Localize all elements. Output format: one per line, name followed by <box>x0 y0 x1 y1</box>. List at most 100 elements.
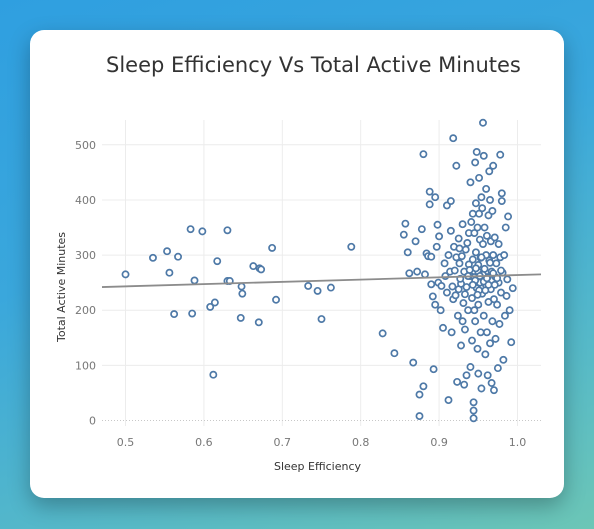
data-point <box>501 223 510 232</box>
data-point <box>409 358 418 367</box>
data-point <box>488 317 497 326</box>
data-point <box>467 218 476 226</box>
data-point <box>347 242 356 251</box>
data-point <box>469 414 478 423</box>
data-point <box>461 245 470 254</box>
data-point <box>223 226 232 235</box>
data-point <box>401 219 410 228</box>
data-point <box>411 237 420 246</box>
data-point <box>454 234 463 243</box>
data-point <box>463 239 472 247</box>
data-point <box>497 189 506 198</box>
data-point <box>210 298 219 307</box>
data-point <box>415 412 424 421</box>
data-point <box>470 306 479 315</box>
data-point <box>149 253 157 262</box>
data-point <box>469 398 478 407</box>
data-point <box>174 252 182 261</box>
data-point <box>490 295 498 304</box>
data-point <box>317 315 326 323</box>
data-point <box>462 371 471 380</box>
data-point <box>238 289 247 298</box>
data-point <box>431 193 440 202</box>
y-tick-label: 400 <box>75 194 96 207</box>
data-point <box>474 300 483 309</box>
data-point <box>432 242 441 251</box>
data-point <box>458 220 467 229</box>
data-point <box>457 341 465 350</box>
y-tick-label: 500 <box>75 139 96 152</box>
data-point <box>459 299 468 307</box>
data-point <box>170 310 179 319</box>
data-point <box>415 390 424 399</box>
data-point <box>477 253 486 262</box>
data-point <box>482 184 491 193</box>
data-point <box>435 232 444 241</box>
data-point <box>428 292 437 301</box>
data-point <box>190 276 199 285</box>
data-point <box>198 227 207 236</box>
data-point <box>486 258 494 267</box>
data-point <box>462 283 471 292</box>
data-point <box>213 257 222 266</box>
data-point <box>478 204 487 213</box>
data-point <box>186 225 195 234</box>
data-point <box>436 306 445 315</box>
data-point <box>326 283 335 292</box>
data-point <box>497 288 505 297</box>
data-point <box>446 226 455 235</box>
data-point <box>206 302 215 311</box>
data-point <box>475 173 484 182</box>
data-point <box>485 167 494 176</box>
data-point <box>495 320 504 328</box>
data-point <box>455 244 464 253</box>
data-point <box>304 282 313 290</box>
data-point <box>209 370 218 379</box>
data-point <box>489 161 498 170</box>
data-point <box>427 280 436 289</box>
data-point <box>508 284 517 293</box>
data-point <box>466 178 475 187</box>
data-point <box>433 220 442 229</box>
data-point <box>488 207 497 215</box>
x-tick-label: 0.6 <box>195 436 213 449</box>
data-point <box>237 282 246 291</box>
data-point <box>449 134 458 143</box>
y-tick-label: 300 <box>75 249 96 262</box>
data-point <box>457 252 466 261</box>
data-point <box>469 406 478 415</box>
data-point <box>468 336 476 345</box>
data-point <box>419 150 428 159</box>
data-point <box>427 252 436 261</box>
data-point <box>446 197 455 205</box>
data-point <box>480 223 489 232</box>
data-point <box>479 240 487 249</box>
data-point <box>482 231 491 240</box>
data-point <box>439 323 447 332</box>
data-point <box>444 251 453 260</box>
data-point <box>473 344 482 353</box>
data-point <box>421 270 429 279</box>
data-point <box>471 264 480 273</box>
data-point <box>497 197 506 205</box>
data-point <box>425 187 434 196</box>
data-point <box>503 275 512 284</box>
data-point <box>461 325 469 334</box>
data-point <box>464 306 473 315</box>
data-point <box>431 300 440 309</box>
data-point <box>460 380 469 389</box>
data-point <box>472 148 481 156</box>
data-point <box>487 379 496 387</box>
data-point <box>477 193 486 202</box>
data-point <box>272 295 280 304</box>
data-point <box>121 270 130 279</box>
x-tick-label: 0.5 <box>117 436 134 449</box>
data-point <box>403 248 412 257</box>
data-point <box>468 209 477 218</box>
y-tick-label: 200 <box>75 304 96 317</box>
data-point <box>490 280 499 289</box>
x-tick-label: 0.8 <box>352 436 370 449</box>
data-point <box>496 150 505 159</box>
data-point <box>417 225 426 234</box>
data-point <box>493 364 502 373</box>
